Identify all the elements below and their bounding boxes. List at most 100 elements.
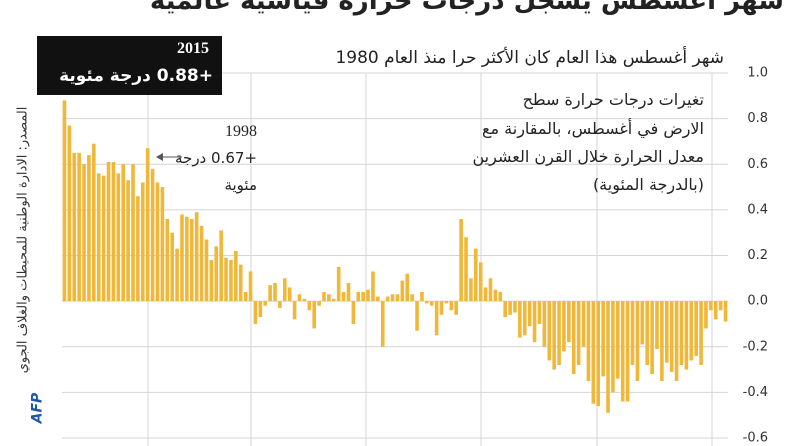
bar [180, 214, 184, 302]
bar [527, 301, 532, 327]
bar [165, 219, 170, 302]
bar [522, 301, 527, 336]
bar [273, 282, 277, 302]
x-grid [147, 73, 713, 446]
bar [606, 301, 610, 413]
bar [175, 248, 179, 302]
bar [625, 301, 630, 402]
bar [537, 301, 542, 324]
bar [635, 301, 640, 381]
bar [664, 301, 669, 363]
bar [425, 301, 429, 304]
bar [312, 301, 317, 329]
bar [557, 301, 561, 365]
bar [87, 155, 91, 302]
bar [679, 301, 684, 365]
bar [439, 301, 444, 315]
note-line: تغيرات درجات حرارة سطح [522, 90, 704, 109]
bar [283, 278, 287, 302]
bar [302, 298, 307, 302]
highlight-year: 2015 [177, 40, 209, 57]
bar [571, 301, 576, 375]
bar [204, 239, 209, 302]
y-tick-label: 0.2 [747, 248, 768, 263]
bar [150, 168, 155, 302]
bar [713, 301, 718, 320]
bar [268, 285, 272, 302]
bar [140, 182, 145, 302]
bar [346, 282, 351, 302]
bar [62, 100, 67, 302]
bar [199, 225, 204, 302]
bar [371, 271, 375, 302]
bar [380, 301, 385, 347]
bar [513, 301, 517, 313]
bar [126, 180, 130, 302]
bar [684, 301, 689, 370]
bar [410, 294, 414, 302]
bar [317, 301, 321, 306]
bar [336, 266, 341, 302]
bar [243, 292, 248, 302]
bar [518, 301, 522, 338]
bar [596, 301, 601, 407]
bar [287, 287, 292, 302]
bar [229, 260, 233, 302]
annotation-year: 1998 [225, 123, 257, 140]
bar [581, 301, 586, 347]
bar [415, 301, 419, 331]
bar [405, 273, 410, 302]
bar [366, 289, 370, 302]
bar [214, 246, 219, 302]
y-tick-label: 0.6 [747, 157, 768, 172]
bar [248, 271, 253, 302]
annotation-text: +0.67 درجة [175, 149, 257, 167]
bar [429, 301, 434, 306]
bar [454, 301, 459, 315]
bar [630, 301, 635, 365]
bar [390, 294, 395, 302]
bar [400, 280, 405, 302]
bar [351, 301, 356, 324]
bar [552, 301, 556, 370]
bar [185, 216, 189, 302]
bar [709, 301, 713, 311]
bar [464, 237, 468, 302]
highlight-box: 2015 +0.88 درجة مئوية [37, 36, 222, 95]
bar [723, 301, 728, 322]
bar [263, 301, 268, 306]
bar [483, 287, 488, 302]
bar [155, 182, 160, 302]
bar [498, 292, 503, 302]
bar [542, 301, 547, 347]
bar [145, 148, 150, 302]
bar [111, 161, 116, 302]
bar [331, 298, 336, 302]
bar [258, 301, 263, 318]
bar [292, 301, 297, 320]
bar [385, 296, 390, 302]
y-tick-label: 0.0 [747, 294, 768, 309]
bar [96, 173, 101, 302]
bar [586, 301, 591, 381]
bar [322, 292, 326, 302]
bar [591, 301, 596, 404]
logo: AFP [29, 392, 46, 424]
bar [434, 301, 439, 336]
bar [278, 301, 282, 308]
bar [395, 294, 400, 302]
subtitle: شهر أغسطس هذا العام كان الأكثر حرا منذ ا… [335, 48, 724, 68]
bar [567, 301, 571, 343]
bar [101, 175, 106, 302]
bar [224, 257, 228, 302]
bar [704, 301, 708, 329]
bar [297, 294, 302, 302]
bar [640, 301, 645, 345]
bar [562, 301, 566, 352]
highlight-text: +0.88 درجة مئوية [59, 66, 213, 86]
bar [194, 212, 199, 302]
bar [576, 301, 581, 365]
bar [718, 301, 723, 311]
